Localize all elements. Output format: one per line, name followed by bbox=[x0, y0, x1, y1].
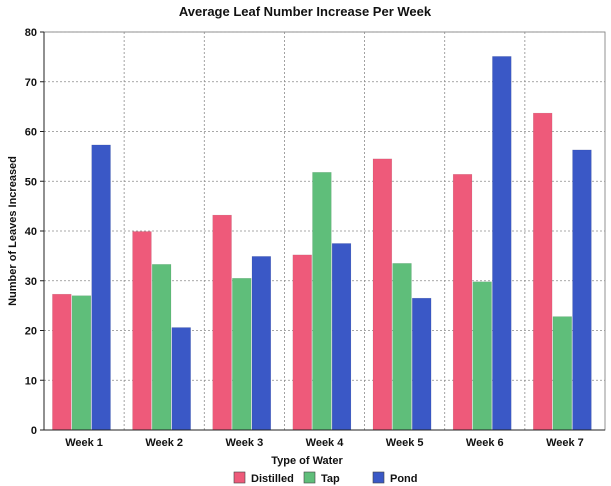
y-tick-label: 40 bbox=[25, 226, 37, 238]
x-tick-label: Week 6 bbox=[466, 437, 504, 449]
bar-tap-week-7 bbox=[552, 316, 572, 431]
bars-group bbox=[52, 56, 592, 431]
y-tick-label: 70 bbox=[25, 77, 37, 89]
bar-distilled-week-3 bbox=[212, 214, 232, 431]
x-tick-label: Week 1 bbox=[65, 437, 103, 449]
bar-distilled-week-4 bbox=[292, 254, 312, 431]
bar-distilled-week-5 bbox=[372, 158, 393, 431]
x-tick-label: Week 4 bbox=[306, 437, 345, 449]
bar-pond-week-4 bbox=[331, 243, 352, 431]
bar-pond-week-5 bbox=[412, 297, 432, 431]
y-tick-label: 50 bbox=[25, 176, 37, 188]
y-axis-label: Number of Leaves Increased bbox=[7, 156, 19, 306]
y-tick-labels: 0 10 20 30 40 50 60 70 80 bbox=[25, 27, 37, 437]
bar-distilled-week-7 bbox=[533, 112, 553, 431]
legend-swatch-tap bbox=[303, 471, 316, 484]
y-tick-label: 80 bbox=[25, 27, 37, 39]
legend-swatch-distilled bbox=[233, 471, 246, 484]
bar-tap-week-6 bbox=[472, 281, 492, 431]
bar-tap-week-3 bbox=[232, 278, 252, 431]
bar-tap-week-1 bbox=[71, 295, 92, 431]
y-tick-label: 0 bbox=[31, 425, 37, 437]
bar-distilled-week-6 bbox=[452, 174, 473, 431]
bar-pond-week-7 bbox=[572, 149, 592, 431]
legend-label-pond: Pond bbox=[390, 473, 418, 485]
legend-label-tap: Tap bbox=[321, 473, 340, 485]
legend: Distilled Tap Pond bbox=[233, 471, 418, 485]
y-tick-label: 20 bbox=[25, 326, 37, 338]
legend-swatch-pond bbox=[372, 471, 385, 484]
y-axis-label-group: Number of Leaves Increased bbox=[7, 156, 19, 306]
x-axis-label: Type of Water bbox=[271, 455, 343, 467]
bar-tap-week-2 bbox=[151, 264, 172, 431]
bar-pond-week-2 bbox=[171, 327, 191, 431]
x-tick-label: Week 5 bbox=[386, 437, 424, 449]
bar-tap-week-4 bbox=[312, 172, 332, 431]
legend-label-distilled: Distilled bbox=[251, 473, 294, 485]
y-tick-label: 10 bbox=[25, 375, 37, 387]
x-tick-label: Week 3 bbox=[225, 437, 263, 449]
y-tick-label: 60 bbox=[25, 127, 37, 139]
x-tick-label: Week 7 bbox=[546, 437, 584, 449]
bar-pond-week-6 bbox=[492, 56, 512, 431]
x-tick-label: Week 2 bbox=[145, 437, 183, 449]
x-tick-labels: Week 1 Week 2 Week 3 Week 4 Week 5 Week 6 Week… bbox=[65, 437, 584, 449]
axes-group bbox=[40, 31, 605, 431]
bar-tap-week-5 bbox=[392, 263, 412, 431]
chart-title: Average Leaf Number Increase Per Week bbox=[179, 4, 432, 19]
bar-distilled-week-2 bbox=[132, 231, 152, 431]
y-tick-label: 30 bbox=[25, 276, 37, 288]
bar-pond-week-3 bbox=[251, 256, 272, 431]
bar-pond-week-1 bbox=[91, 144, 111, 431]
bar-distilled-week-1 bbox=[52, 293, 72, 431]
